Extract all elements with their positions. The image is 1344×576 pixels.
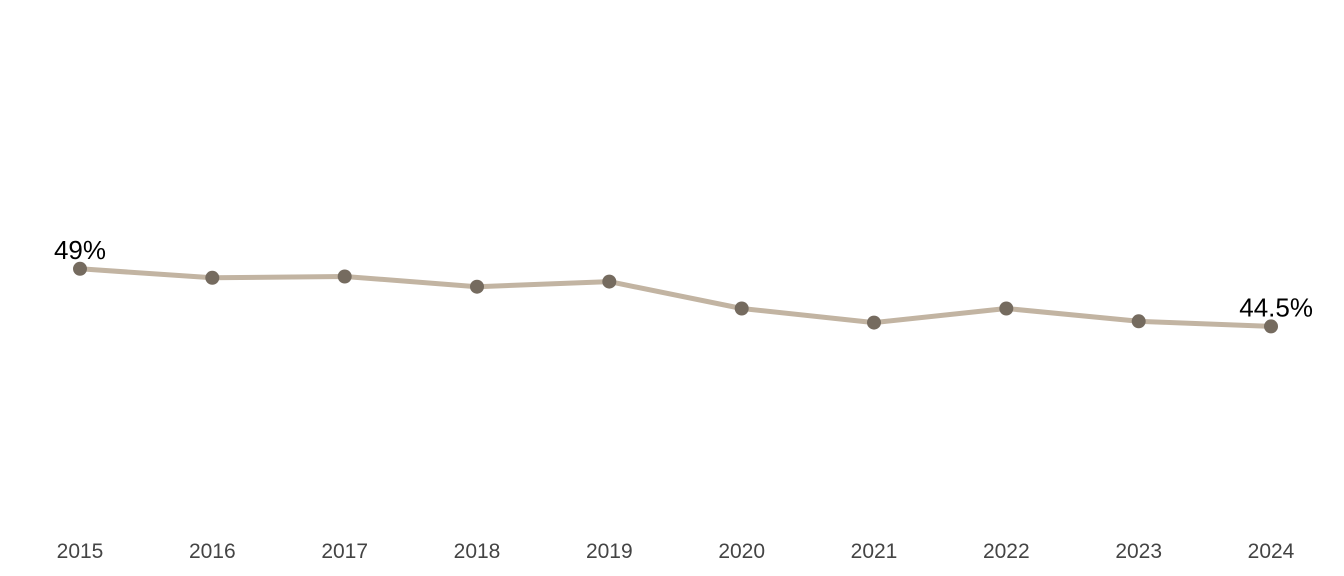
data-point-2019 — [602, 274, 617, 289]
data-point-2022 — [999, 301, 1014, 316]
series-line-layer — [77, 266, 1274, 329]
x-tick-label-2017: 2017 — [321, 540, 368, 563]
data-point-2017 — [337, 269, 352, 284]
x-tick-label-2022: 2022 — [983, 540, 1030, 563]
data-point-2020 — [734, 301, 749, 316]
x-tick-label-2023: 2023 — [1115, 540, 1162, 563]
data-point-2023 — [1131, 314, 1146, 329]
data-label-2015: 49% — [54, 235, 106, 265]
x-tick-label-2019: 2019 — [586, 540, 633, 563]
x-tick-label-2024: 2024 — [1248, 540, 1295, 563]
data-point-2024 — [1264, 319, 1278, 334]
data-label-2024: 44.5% — [1239, 292, 1313, 322]
data-point-layer — [73, 261, 1278, 334]
data-point-2018 — [470, 279, 484, 294]
x-tick-label-2021: 2021 — [851, 540, 898, 563]
data-label-layer: 49% 44.5% — [54, 235, 1313, 323]
x-axis-tick-layer: 2015 2016 2017 2018 2019 2020 2021 2022 2023 2024 — [57, 540, 1295, 563]
data-point-2015 — [73, 261, 87, 276]
x-tick-label-2016: 2016 — [189, 540, 236, 563]
x-tick-label-2020: 2020 — [718, 540, 765, 563]
data-point-2021 — [867, 315, 881, 330]
x-tick-label-2018: 2018 — [454, 540, 501, 563]
data-point-2016 — [205, 270, 220, 285]
x-tick-label-2015: 2015 — [57, 540, 104, 563]
series-line — [77, 266, 1274, 329]
